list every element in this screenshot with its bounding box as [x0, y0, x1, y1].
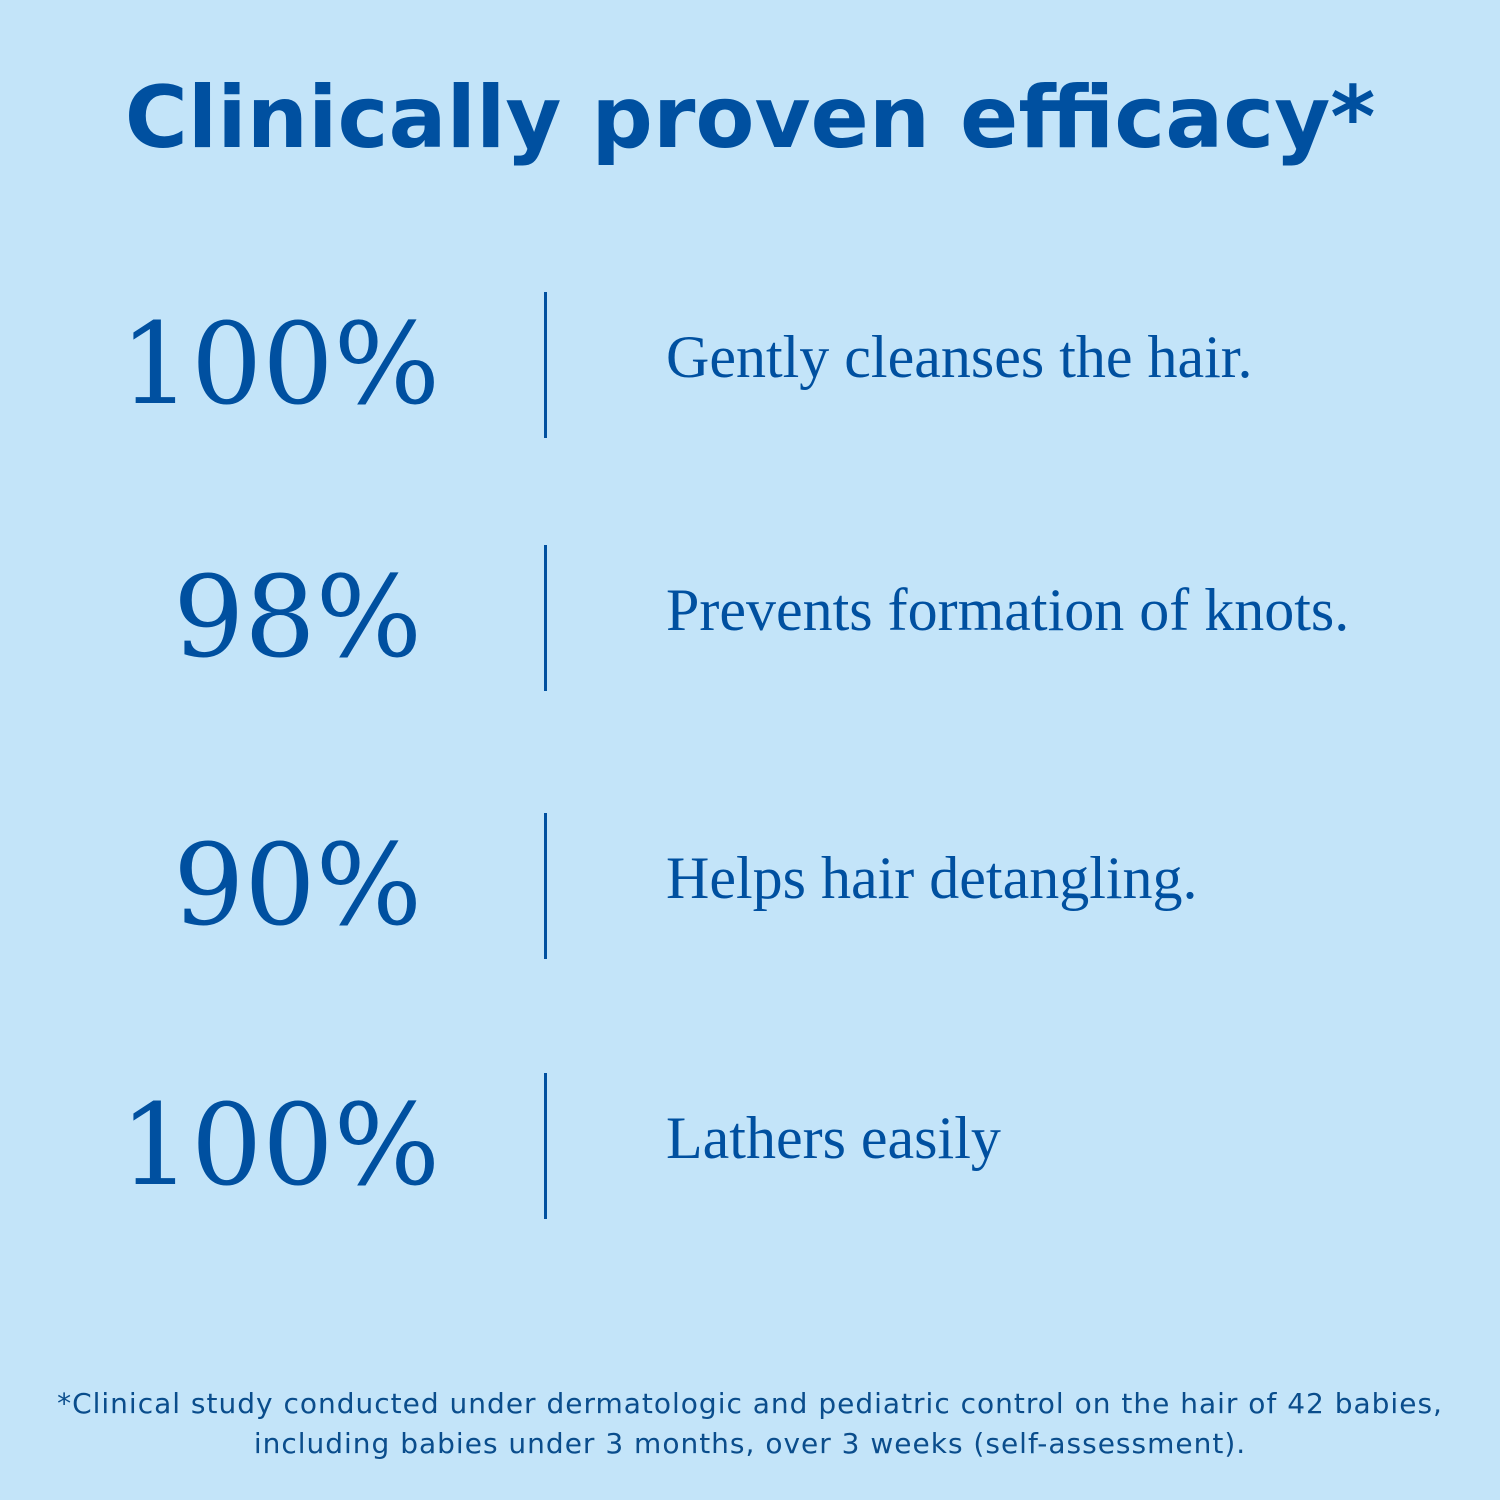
stat-description: Helps hair detangling. — [666, 845, 1198, 911]
stat-row-cleanses: 100% Gently cleanses the hair. — [0, 292, 1500, 438]
stat-description: Prevents formation of knots. — [666, 577, 1350, 643]
stat-divider — [544, 545, 547, 691]
stat-percent: 90% — [173, 821, 422, 951]
footnote: *Clinical study conducted under dermatol… — [57, 1387, 1443, 1460]
stat-divider — [544, 1073, 547, 1219]
stat-description: Gently cleanses the hair. — [666, 324, 1253, 390]
stat-percent: 98% — [173, 553, 422, 683]
stat-divider — [544, 292, 547, 438]
stat-divider — [544, 813, 547, 959]
stat-row-detangling: 90% Helps hair detangling. — [0, 813, 1500, 959]
stat-row-knots: 98% Prevents formation of knots. — [0, 545, 1500, 691]
page-title: Clinically proven efficacy* — [124, 68, 1376, 168]
stat-percent: 100% — [119, 1081, 440, 1211]
stat-description: Lathers easily — [666, 1105, 1001, 1171]
stat-percent: 100% — [119, 300, 440, 430]
stat-row-lathers: 100% Lathers easily — [0, 1073, 1500, 1219]
